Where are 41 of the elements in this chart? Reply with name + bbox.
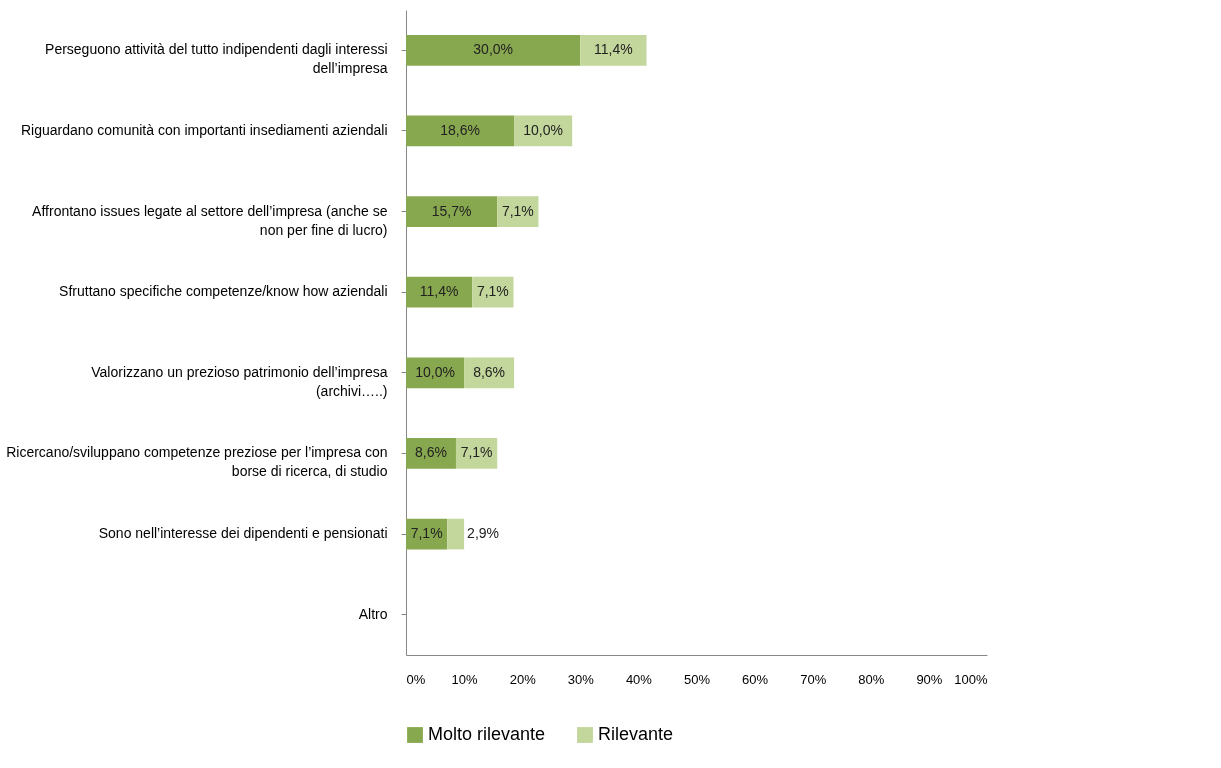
x-tick-label: 60%: [742, 671, 769, 687]
y-tick-label: Affrontano issues legate al settore dell’impresa (anche se non per fine di lucro): [32, 202, 388, 238]
data-label: 8,6%: [473, 363, 506, 380]
y-tick-label: Perseguono attività del tutto indipendenti dagli interessi dell’impresa: [45, 41, 388, 77]
data-label: 15,7%: [431, 202, 472, 219]
data-label: 11,4%: [419, 283, 459, 300]
x-tick-label: 80%: [858, 671, 885, 687]
data-label: 18,6%: [440, 121, 480, 138]
x-tick-label: 40%: [625, 671, 653, 687]
bar: [406, 115, 515, 147]
x-tick-label: 20%: [509, 671, 537, 687]
x-tick-label: 50%: [683, 671, 711, 687]
data-label: 7,1%: [410, 525, 443, 542]
y-tick-label: Ricercano/sviluppano competenze preziose per l’impresa con borse di ricerca, di studio: [6, 444, 388, 480]
data-label: 11,4%: [594, 41, 633, 58]
x-tick-label: 100%: [954, 671, 988, 687]
legend-label: Rilevante: [598, 724, 674, 744]
y-tick-label: Sono nell’interesse dei dipendenti e pensionati: [98, 525, 388, 542]
data-label: 10,0%: [523, 121, 563, 138]
data-label: 30,0%: [473, 41, 513, 58]
x-tick-label: 70%: [800, 671, 827, 687]
data-label: 10,0%: [415, 363, 455, 380]
bar: [447, 518, 465, 550]
x-tick-label: 0%: [406, 671, 426, 687]
x-tick-label: 90%: [916, 671, 943, 687]
x-tick-label: 10%: [451, 671, 479, 687]
y-tick-label: Valorizzano un prezioso patrimonio dell’impresa (archivi…..): [91, 363, 388, 399]
data-label: 2,9%: [467, 525, 500, 542]
data-label: 8,6%: [415, 444, 447, 461]
y-tick-label: Altro: [358, 605, 388, 622]
data-label: 7,1%: [501, 202, 534, 219]
data-label: 7,1%: [476, 283, 509, 300]
bar: [406, 196, 498, 227]
bar: [406, 34, 581, 66]
bar: [406, 276, 473, 308]
data-label: 7,1%: [460, 444, 493, 461]
y-tick-label: Riguardano comunità con importanti insediamenti aziendali: [20, 121, 388, 138]
bar: [580, 34, 647, 66]
legend-label: Molto rilevante: [428, 724, 546, 744]
x-tick-label: 30%: [567, 671, 595, 687]
y-tick-label: Sfruttano specifiche competenze/know how aziendali: [59, 283, 388, 300]
